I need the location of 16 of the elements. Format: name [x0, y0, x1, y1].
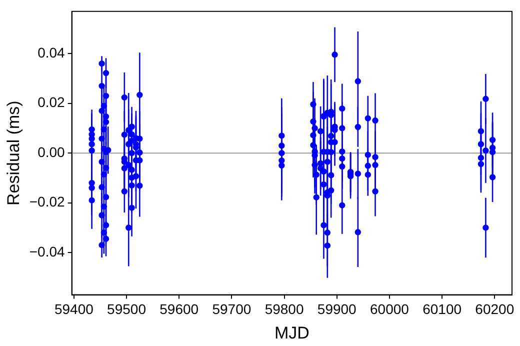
- y-tick-label: 0.04: [38, 44, 66, 61]
- x-tick-label: 59900: [317, 301, 357, 318]
- x-axis-title: MJD: [274, 323, 310, 342]
- y-tick-label: 0.02: [38, 94, 66, 110]
- x-tick-label: 59400: [54, 301, 94, 318]
- x-tick-label: 59700: [212, 301, 252, 318]
- x-tick-label: 59500: [107, 301, 146, 318]
- x-tick-label: 60000: [370, 301, 410, 318]
- y-axis-title: Residual (ms): [4, 100, 23, 206]
- x-tick-label: 60100: [422, 301, 462, 318]
- y-tick-label: 0.00: [38, 144, 66, 160]
- x-tick-label: 59600: [160, 301, 199, 318]
- x-tick-label: 60200: [475, 301, 514, 318]
- y-tick-label: −0.02: [29, 194, 66, 210]
- x-tick-label: 59800: [264, 301, 304, 318]
- y-tick-label: −0.04: [29, 243, 66, 260]
